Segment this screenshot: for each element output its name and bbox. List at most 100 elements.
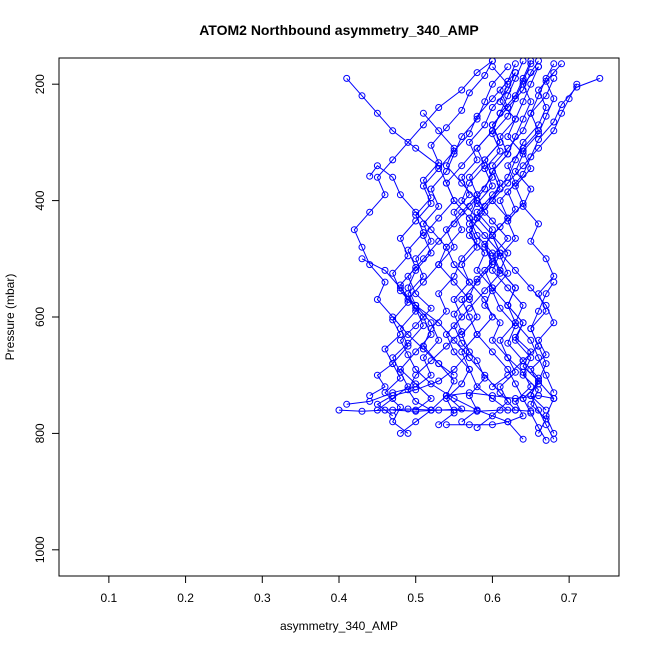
data-point [419,229,427,237]
data-point [488,232,496,239]
data-point [450,310,458,318]
data-point [542,371,550,379]
data-point [550,127,558,135]
data-point [412,208,420,216]
data-point [558,101,565,109]
data-point [412,322,420,330]
data-point [550,319,558,327]
data-point [504,397,512,405]
data-point [573,83,581,91]
data-point [527,60,535,68]
data-point [358,92,366,100]
data-point [535,354,542,362]
data-point [558,60,565,68]
data-point [519,319,527,327]
series-line [407,77,600,411]
data-point [427,226,435,234]
data-point [435,290,443,298]
data-point [442,162,450,170]
data-point [427,185,435,193]
data-point [504,249,512,257]
data-point [404,331,412,338]
data-point [488,266,496,274]
data-point [373,109,381,117]
data-point [496,98,504,106]
data-point [504,418,512,426]
data-point [442,307,450,315]
data-point [412,397,420,405]
data-point [458,208,466,216]
data-point [366,208,374,216]
data-point [442,342,450,350]
data-point [473,313,481,321]
data-point [442,421,450,429]
y-axis-label: Pressure (mbar) [3,274,17,361]
series-layer [335,58,604,444]
data-point [519,74,527,82]
data-point [481,98,489,106]
data-point [427,249,435,257]
data-point [358,255,366,263]
data-point [465,214,473,222]
data-point [535,342,542,350]
data-point [504,214,512,222]
data-point [465,421,473,429]
series-line [491,63,555,411]
data-point [504,133,512,141]
data-point [419,121,427,129]
data-point [435,377,443,385]
data-point [473,156,481,164]
data-point [458,405,466,413]
data-point [427,194,435,202]
data-point [373,296,381,303]
data-point [535,220,542,228]
data-point [527,165,535,173]
data-point [465,173,473,181]
data-point [381,191,389,199]
data-point [458,261,466,269]
x-axis: 0.1 0.2 0.3 0.4 0.5 0.6 0.7 [101,575,578,605]
series-6 [450,60,535,426]
data-point [488,284,496,292]
data-point [404,138,412,146]
data-point [504,104,512,111]
data-point [535,307,542,315]
data-point [435,421,443,429]
data-point [473,232,481,239]
data-point [511,234,519,242]
data-point [558,109,565,117]
series-26 [527,278,558,437]
data-point [389,406,397,414]
data-point [412,264,420,271]
data-point [504,162,512,170]
data-point [496,138,504,146]
data-point [419,278,427,286]
data-point [419,313,427,321]
data-point [481,121,489,129]
data-point [511,380,519,388]
data-point [465,365,473,373]
data-point [450,208,458,216]
data-point [450,336,458,344]
data-point [396,284,404,292]
series-16 [350,58,496,379]
data-point [504,269,512,277]
data-point [458,296,466,303]
data-point [427,371,435,379]
data-point [458,197,466,205]
data-point [542,351,550,359]
x-tick-label: 0.5 [407,591,424,605]
data-point [542,301,550,309]
data-point [435,104,443,111]
series-line [369,60,493,397]
data-point [473,357,481,365]
data-point [511,319,519,327]
data-point [419,176,427,184]
series-11 [381,63,512,437]
series-18 [366,162,481,420]
data-point [542,360,550,368]
data-point [396,234,404,242]
data-point [496,266,504,274]
